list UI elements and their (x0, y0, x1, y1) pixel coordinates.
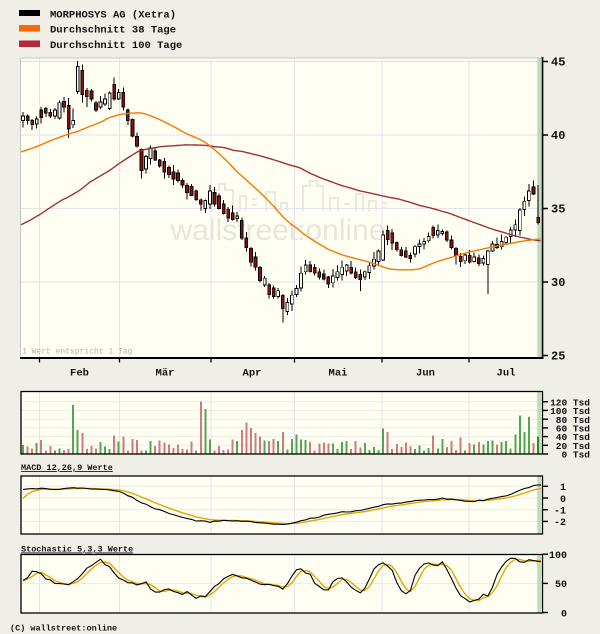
svg-text:40 Tsd: 40 Tsd (556, 432, 591, 443)
svg-text:120 Tsd: 120 Tsd (550, 397, 590, 408)
svg-text:Stochastic 5,3,3 Werte: Stochastic 5,3,3 Werte (21, 545, 133, 555)
svg-text:Mai: Mai (329, 368, 348, 380)
svg-text:30: 30 (551, 276, 565, 290)
svg-text:Jul: Jul (497, 368, 516, 380)
svg-text:80 Tsd: 80 Tsd (556, 415, 591, 426)
svg-text:40: 40 (551, 129, 565, 143)
svg-text:(C) wallstreet:online: (C) wallstreet:online (10, 624, 117, 634)
svg-text:Jun: Jun (416, 368, 435, 380)
svg-text:60 Tsd: 60 Tsd (556, 424, 591, 435)
svg-text:Apr: Apr (243, 368, 262, 380)
svg-text:MORPHOSYS AG (Xetra): MORPHOSYS AG (Xetra) (50, 10, 176, 22)
svg-text:100 Tsd: 100 Tsd (550, 406, 590, 417)
svg-text:45: 45 (551, 56, 565, 70)
svg-text:25: 25 (551, 350, 565, 364)
svg-text:wallstreet:online: wallstreet:online (169, 214, 385, 247)
svg-text:100: 100 (549, 551, 567, 562)
svg-text:0: 0 (561, 609, 567, 620)
svg-text:20 Tsd: 20 Tsd (556, 441, 591, 452)
svg-text:35: 35 (551, 203, 565, 217)
svg-text:0: 0 (560, 495, 566, 506)
svg-text:1: 1 (560, 483, 566, 494)
svg-text:50: 50 (555, 580, 567, 591)
svg-text:0 Tsd: 0 Tsd (561, 450, 590, 461)
svg-text:Durchschnitt 38 Tage: Durchschnitt 38 Tage (50, 25, 176, 37)
svg-text:-2: -2 (554, 518, 566, 529)
svg-text:MACD 12,26,9 Werte: MACD 12,26,9 Werte (21, 463, 113, 473)
svg-text:Feb: Feb (70, 368, 89, 380)
svg-text:Mär: Mär (156, 368, 175, 380)
svg-text:Durchschnitt 100 Tage: Durchschnitt 100 Tage (50, 40, 182, 52)
svg-text:-1: -1 (554, 507, 566, 518)
svg-text:1 Wert entspricht 1 Tag: 1 Wert entspricht 1 Tag (22, 348, 133, 357)
